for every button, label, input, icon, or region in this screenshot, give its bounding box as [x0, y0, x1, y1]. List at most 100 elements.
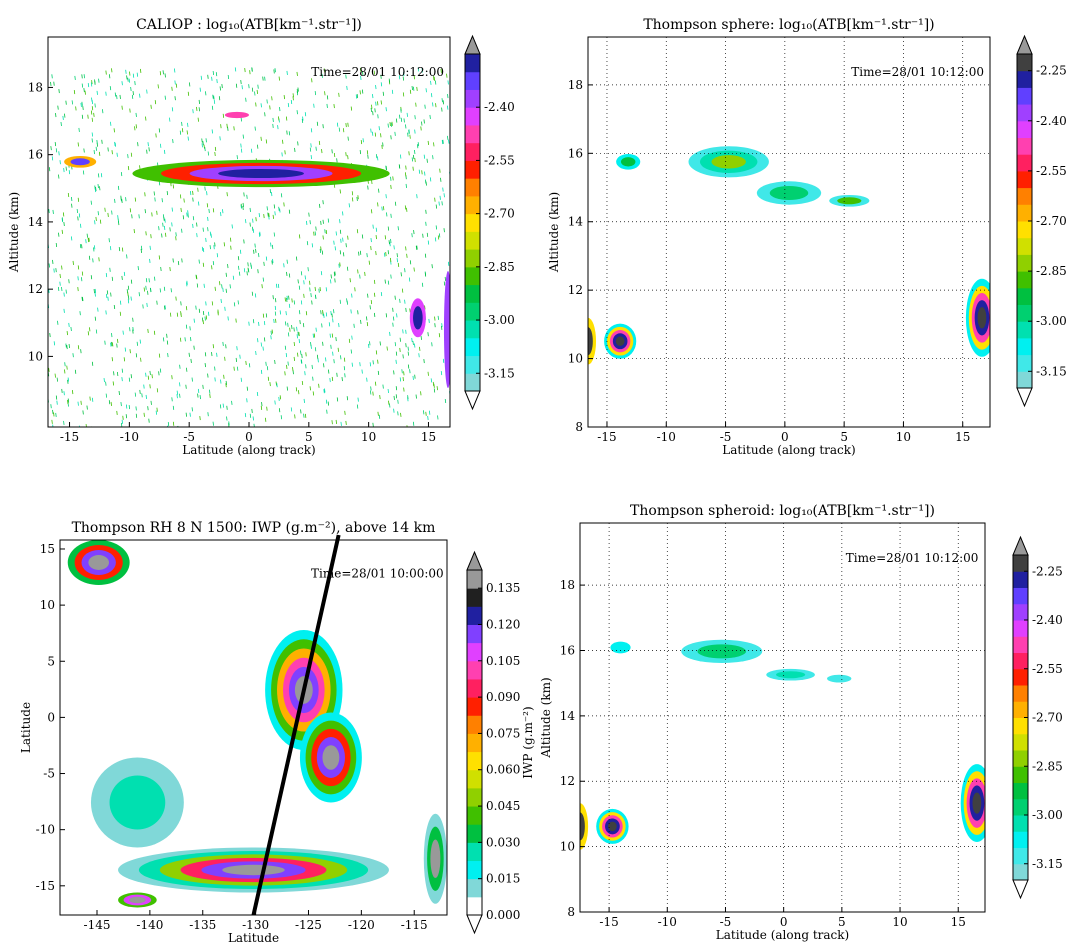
noise: [406, 208, 407, 212]
noise: [261, 406, 262, 410]
noise: [427, 159, 428, 163]
colorbar-over: [1013, 537, 1028, 555]
cloud: [444, 271, 452, 388]
noise: [447, 136, 448, 140]
noise: [401, 118, 402, 122]
noise: [410, 135, 411, 139]
noise: [252, 292, 253, 296]
noise: [434, 142, 435, 146]
noise: [319, 289, 320, 293]
noise: [119, 247, 120, 251]
noise: [265, 112, 266, 116]
noise: [253, 416, 254, 420]
noise: [95, 317, 96, 321]
noise: [258, 253, 259, 257]
noise: [73, 353, 74, 357]
cloud: [621, 157, 635, 166]
noise: [250, 414, 251, 418]
noise: [226, 273, 227, 277]
noise: [131, 374, 132, 378]
noise: [91, 275, 92, 279]
noise: [406, 330, 407, 334]
y-axis-label: Altitude (km): [547, 192, 561, 273]
noise: [314, 334, 315, 338]
noise: [78, 345, 79, 349]
x-tick-label: -145: [84, 918, 111, 932]
noise: [203, 263, 204, 267]
noise: [126, 405, 127, 409]
noise: [215, 377, 216, 381]
noise: [198, 118, 199, 122]
colorbar-bin: [1013, 864, 1028, 881]
chart-title: Thompson spheroid: log₁₀(ATB[km⁻¹.str⁻¹]…: [630, 503, 935, 519]
colorbar-over: [467, 552, 482, 570]
noise: [346, 421, 347, 425]
noise: [285, 346, 286, 350]
noise: [321, 221, 322, 225]
noise: [440, 196, 441, 200]
x-tick-label: -135: [189, 918, 216, 932]
noise: [56, 413, 57, 417]
noise: [310, 386, 311, 390]
noise: [316, 328, 317, 332]
noise: [207, 191, 208, 195]
noise: [208, 412, 209, 416]
noise: [358, 252, 359, 256]
noise: [385, 280, 386, 284]
colorbar-bin: [465, 302, 480, 320]
noise: [438, 316, 439, 320]
noise: [313, 391, 314, 395]
noise: [130, 109, 131, 113]
noise: [213, 344, 214, 348]
annotation: Time=28/01 10:00:00: [311, 567, 444, 581]
noise: [284, 263, 285, 267]
noise: [383, 92, 384, 96]
noise: [142, 393, 143, 397]
noise: [106, 294, 107, 298]
noise: [257, 392, 258, 396]
noise: [416, 103, 417, 107]
noise: [119, 391, 120, 395]
noise: [390, 122, 391, 126]
noise: [188, 137, 189, 141]
noise: [442, 201, 443, 205]
noise: [58, 233, 59, 237]
noise: [264, 262, 265, 266]
noise: [285, 371, 286, 375]
noise: [299, 286, 300, 290]
y-tick-label: 10: [40, 598, 55, 612]
noise: [415, 130, 416, 134]
noise: [150, 384, 151, 388]
noise: [279, 408, 280, 412]
noise: [212, 352, 213, 356]
noise: [297, 353, 298, 357]
noise: [342, 377, 343, 381]
noise: [275, 312, 276, 316]
noise: [331, 274, 332, 278]
noise: [252, 68, 253, 72]
noise: [358, 310, 359, 314]
noise: [301, 300, 302, 304]
noise: [180, 194, 181, 198]
noise: [101, 173, 102, 177]
noise: [301, 359, 302, 363]
noise: [164, 287, 165, 291]
noise: [271, 335, 272, 339]
noise: [266, 257, 267, 261]
noise: [358, 195, 359, 199]
noise: [373, 360, 374, 364]
noise: [244, 192, 245, 196]
noise: [244, 268, 245, 272]
noise: [284, 202, 285, 206]
noise: [149, 278, 150, 282]
noise: [237, 367, 238, 371]
noise: [214, 100, 215, 104]
colorbar-bin: [1017, 221, 1032, 238]
noise: [130, 208, 131, 212]
annotation: Time=28/01 10:12:00: [851, 65, 984, 79]
noise: [128, 154, 129, 158]
noise: [340, 219, 341, 223]
noise: [136, 406, 137, 410]
noise: [233, 276, 234, 280]
noise: [334, 359, 335, 363]
